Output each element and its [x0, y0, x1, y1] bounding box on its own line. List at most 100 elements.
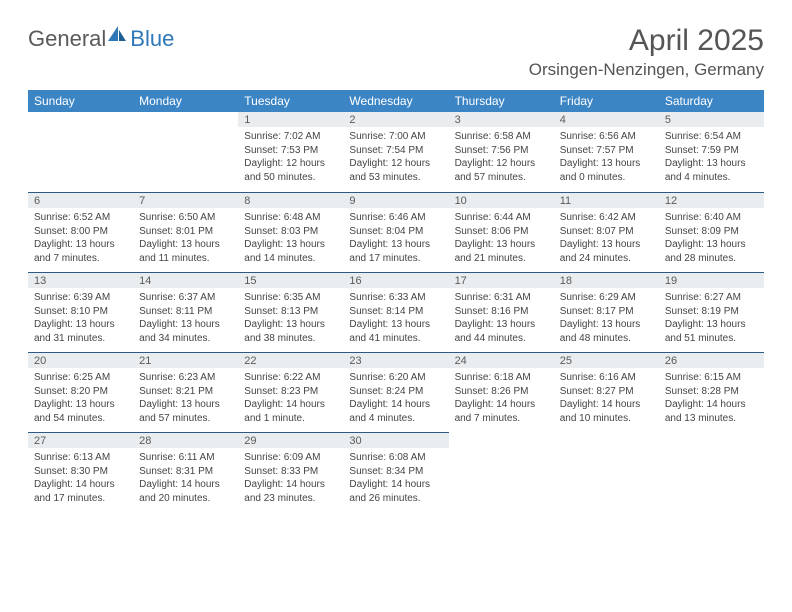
calendar-cell: 19Sunrise: 6:27 AMSunset: 8:19 PMDayligh…	[659, 272, 764, 352]
sunset-text: Sunset: 7:54 PM	[349, 144, 442, 158]
sunset-text: Sunset: 8:10 PM	[34, 305, 127, 319]
day-number-bar: 25	[554, 352, 659, 368]
calendar-cell: 21Sunrise: 6:23 AMSunset: 8:21 PMDayligh…	[133, 352, 238, 432]
sunset-text: Sunset: 8:30 PM	[34, 465, 127, 479]
day-number-bar: 21	[133, 352, 238, 368]
calendar-week-row: 20Sunrise: 6:25 AMSunset: 8:20 PMDayligh…	[28, 352, 764, 432]
day-details: Sunrise: 6:15 AMSunset: 8:28 PMDaylight:…	[659, 368, 764, 431]
logo: General Blue	[28, 24, 174, 52]
page-title: April 2025	[529, 24, 764, 58]
calendar-cell: 29Sunrise: 6:09 AMSunset: 8:33 PMDayligh…	[238, 432, 343, 512]
sunrise-text: Sunrise: 6:29 AM	[560, 291, 653, 305]
calendar-cell	[449, 432, 554, 512]
day-details: Sunrise: 6:29 AMSunset: 8:17 PMDaylight:…	[554, 288, 659, 351]
sunrise-text: Sunrise: 6:48 AM	[244, 211, 337, 225]
daylight-text: Daylight: 14 hours and 10 minutes.	[560, 398, 653, 425]
daylight-text: Daylight: 13 hours and 28 minutes.	[665, 238, 758, 265]
day-number-bar: 8	[238, 192, 343, 208]
sunset-text: Sunset: 8:13 PM	[244, 305, 337, 319]
day-details: Sunrise: 6:08 AMSunset: 8:34 PMDaylight:…	[343, 448, 448, 511]
calendar-week-row: 6Sunrise: 6:52 AMSunset: 8:00 PMDaylight…	[28, 192, 764, 272]
calendar-cell: 6Sunrise: 6:52 AMSunset: 8:00 PMDaylight…	[28, 192, 133, 272]
day-details: Sunrise: 6:44 AMSunset: 8:06 PMDaylight:…	[449, 208, 554, 271]
sunrise-text: Sunrise: 6:15 AM	[665, 371, 758, 385]
day-number-bar: 14	[133, 272, 238, 288]
day-details: Sunrise: 6:23 AMSunset: 8:21 PMDaylight:…	[133, 368, 238, 431]
day-number-bar: 23	[343, 352, 448, 368]
sunset-text: Sunset: 8:27 PM	[560, 385, 653, 399]
calendar-cell: 13Sunrise: 6:39 AMSunset: 8:10 PMDayligh…	[28, 272, 133, 352]
calendar-cell: 22Sunrise: 6:22 AMSunset: 8:23 PMDayligh…	[238, 352, 343, 432]
sunrise-text: Sunrise: 6:37 AM	[139, 291, 232, 305]
daylight-text: Daylight: 13 hours and 44 minutes.	[455, 318, 548, 345]
weekday-header: Wednesday	[343, 90, 448, 112]
day-number-bar: 18	[554, 272, 659, 288]
sunset-text: Sunset: 8:33 PM	[244, 465, 337, 479]
daylight-text: Daylight: 12 hours and 50 minutes.	[244, 157, 337, 184]
day-details: Sunrise: 6:33 AMSunset: 8:14 PMDaylight:…	[343, 288, 448, 351]
sunset-text: Sunset: 8:09 PM	[665, 225, 758, 239]
sunrise-text: Sunrise: 6:46 AM	[349, 211, 442, 225]
sunrise-text: Sunrise: 6:11 AM	[139, 451, 232, 465]
sunset-text: Sunset: 8:06 PM	[455, 225, 548, 239]
daylight-text: Daylight: 14 hours and 13 minutes.	[665, 398, 758, 425]
day-details: Sunrise: 6:58 AMSunset: 7:56 PMDaylight:…	[449, 127, 554, 190]
daylight-text: Daylight: 13 hours and 54 minutes.	[34, 398, 127, 425]
calendar-cell: 25Sunrise: 6:16 AMSunset: 8:27 PMDayligh…	[554, 352, 659, 432]
day-number-bar: 29	[238, 432, 343, 448]
sunrise-text: Sunrise: 6:31 AM	[455, 291, 548, 305]
day-details: Sunrise: 6:20 AMSunset: 8:24 PMDaylight:…	[343, 368, 448, 431]
day-details: Sunrise: 6:35 AMSunset: 8:13 PMDaylight:…	[238, 288, 343, 351]
sunset-text: Sunset: 8:01 PM	[139, 225, 232, 239]
daylight-text: Daylight: 12 hours and 57 minutes.	[455, 157, 548, 184]
calendar-cell: 24Sunrise: 6:18 AMSunset: 8:26 PMDayligh…	[449, 352, 554, 432]
title-block: April 2025 Orsingen-Nenzingen, Germany	[529, 24, 764, 80]
day-details: Sunrise: 6:27 AMSunset: 8:19 PMDaylight:…	[659, 288, 764, 351]
calendar-week-row: 13Sunrise: 6:39 AMSunset: 8:10 PMDayligh…	[28, 272, 764, 352]
calendar-cell: 12Sunrise: 6:40 AMSunset: 8:09 PMDayligh…	[659, 192, 764, 272]
calendar-cell	[28, 112, 133, 192]
daylight-text: Daylight: 13 hours and 34 minutes.	[139, 318, 232, 345]
daylight-text: Daylight: 13 hours and 57 minutes.	[139, 398, 232, 425]
sunset-text: Sunset: 8:03 PM	[244, 225, 337, 239]
calendar-cell: 30Sunrise: 6:08 AMSunset: 8:34 PMDayligh…	[343, 432, 448, 512]
calendar-cell: 9Sunrise: 6:46 AMSunset: 8:04 PMDaylight…	[343, 192, 448, 272]
day-details: Sunrise: 6:39 AMSunset: 8:10 PMDaylight:…	[28, 288, 133, 351]
sunset-text: Sunset: 8:23 PM	[244, 385, 337, 399]
daylight-text: Daylight: 13 hours and 11 minutes.	[139, 238, 232, 265]
daylight-text: Daylight: 13 hours and 21 minutes.	[455, 238, 548, 265]
sunset-text: Sunset: 7:53 PM	[244, 144, 337, 158]
calendar-cell: 5Sunrise: 6:54 AMSunset: 7:59 PMDaylight…	[659, 112, 764, 192]
day-number-bar: 22	[238, 352, 343, 368]
day-number-bar: 16	[343, 272, 448, 288]
day-details: Sunrise: 6:40 AMSunset: 8:09 PMDaylight:…	[659, 208, 764, 271]
day-details: Sunrise: 6:56 AMSunset: 7:57 PMDaylight:…	[554, 127, 659, 190]
day-number-bar: 6	[28, 192, 133, 208]
header: General Blue April 2025 Orsingen-Nenzing…	[28, 24, 764, 80]
sunset-text: Sunset: 7:57 PM	[560, 144, 653, 158]
calendar-cell: 2Sunrise: 7:00 AMSunset: 7:54 PMDaylight…	[343, 112, 448, 192]
daylight-text: Daylight: 14 hours and 1 minute.	[244, 398, 337, 425]
weekday-header: Friday	[554, 90, 659, 112]
daylight-text: Daylight: 13 hours and 0 minutes.	[560, 157, 653, 184]
daylight-text: Daylight: 14 hours and 4 minutes.	[349, 398, 442, 425]
logo-text-general: General	[28, 26, 106, 52]
daylight-text: Daylight: 13 hours and 51 minutes.	[665, 318, 758, 345]
daylight-text: Daylight: 13 hours and 24 minutes.	[560, 238, 653, 265]
sunrise-text: Sunrise: 6:33 AM	[349, 291, 442, 305]
daylight-text: Daylight: 13 hours and 38 minutes.	[244, 318, 337, 345]
calendar-cell	[133, 112, 238, 192]
weekday-header: Sunday	[28, 90, 133, 112]
day-details: Sunrise: 7:00 AMSunset: 7:54 PMDaylight:…	[343, 127, 448, 190]
sunrise-text: Sunrise: 6:54 AM	[665, 130, 758, 144]
day-details: Sunrise: 6:25 AMSunset: 8:20 PMDaylight:…	[28, 368, 133, 431]
sunrise-text: Sunrise: 6:27 AM	[665, 291, 758, 305]
day-number-bar: 11	[554, 192, 659, 208]
day-number-bar: 20	[28, 352, 133, 368]
sunrise-text: Sunrise: 6:50 AM	[139, 211, 232, 225]
daylight-text: Daylight: 14 hours and 23 minutes.	[244, 478, 337, 505]
sunrise-text: Sunrise: 7:00 AM	[349, 130, 442, 144]
sunset-text: Sunset: 8:07 PM	[560, 225, 653, 239]
day-details: Sunrise: 6:37 AMSunset: 8:11 PMDaylight:…	[133, 288, 238, 351]
calendar-cell: 10Sunrise: 6:44 AMSunset: 8:06 PMDayligh…	[449, 192, 554, 272]
